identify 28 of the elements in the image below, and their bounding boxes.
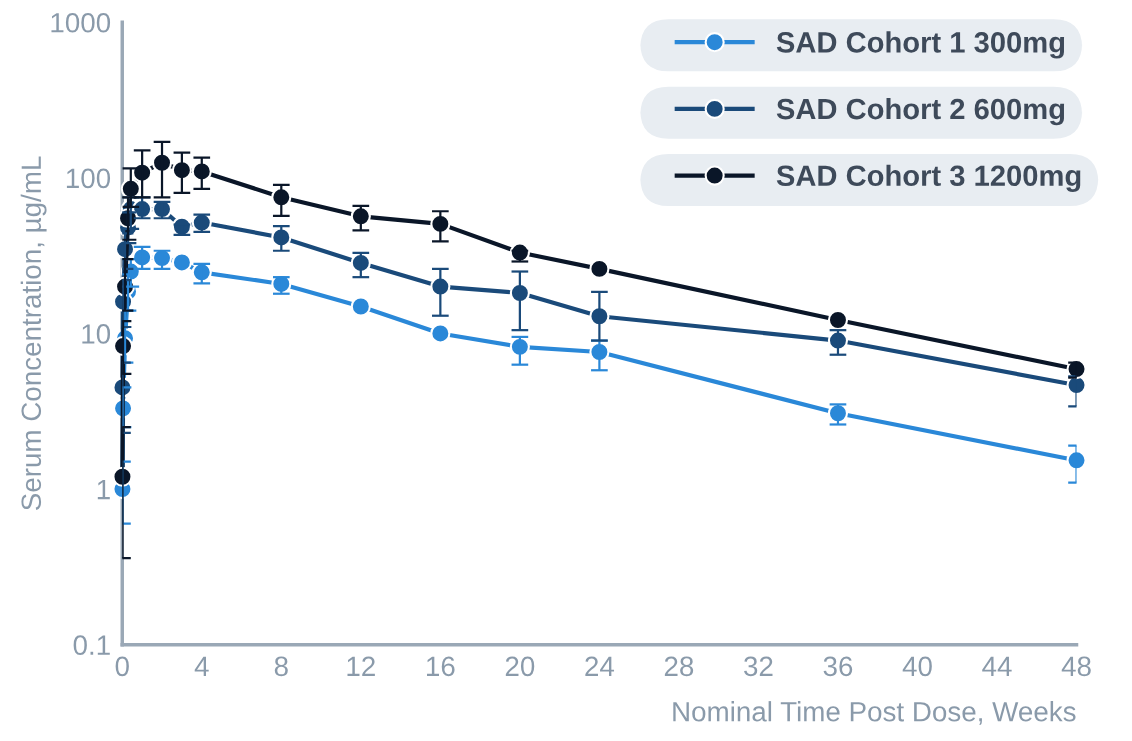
x-tick-label: 20 xyxy=(505,656,535,677)
x-tick-label: 12 xyxy=(347,656,375,676)
y-tick-label: 1 xyxy=(97,480,110,500)
y-tick-label: 1000 xyxy=(51,12,111,33)
legend-label: SAD Cohort 1 300mg xyxy=(776,31,1065,59)
y-axis-title: Serum Concentration, µg/mL xyxy=(20,156,47,511)
x-tick-label: 40 xyxy=(902,656,932,677)
x-tick-label: 4 xyxy=(194,656,209,676)
y-tick-label: 0.1 xyxy=(73,635,110,656)
x-tick-label: 44 xyxy=(982,656,1012,676)
x-tick-label: 48 xyxy=(1061,656,1091,677)
point xyxy=(827,309,849,331)
x-tick-label: 16 xyxy=(427,656,455,677)
x-tick-label: 32 xyxy=(744,656,773,677)
x-tick-label: 8 xyxy=(274,656,288,677)
x-tick-label: 36 xyxy=(823,656,853,677)
y-tick-label: 10 xyxy=(82,324,111,344)
x-tick-label: 28 xyxy=(664,656,694,677)
y-tick-label: 100 xyxy=(66,168,111,189)
point xyxy=(350,296,371,317)
point xyxy=(589,258,610,279)
x-tick-label: 0 xyxy=(115,656,129,677)
x-axis-title: Nominal Time Post Dose, Weeks xyxy=(673,701,1076,725)
x-tick-label: 24 xyxy=(585,656,615,676)
legend-label: SAD Cohort 2 600mg xyxy=(776,97,1065,126)
point xyxy=(171,252,192,273)
point xyxy=(430,323,451,344)
legend-label: SAD Cohort 3 1200mg xyxy=(776,164,1081,192)
